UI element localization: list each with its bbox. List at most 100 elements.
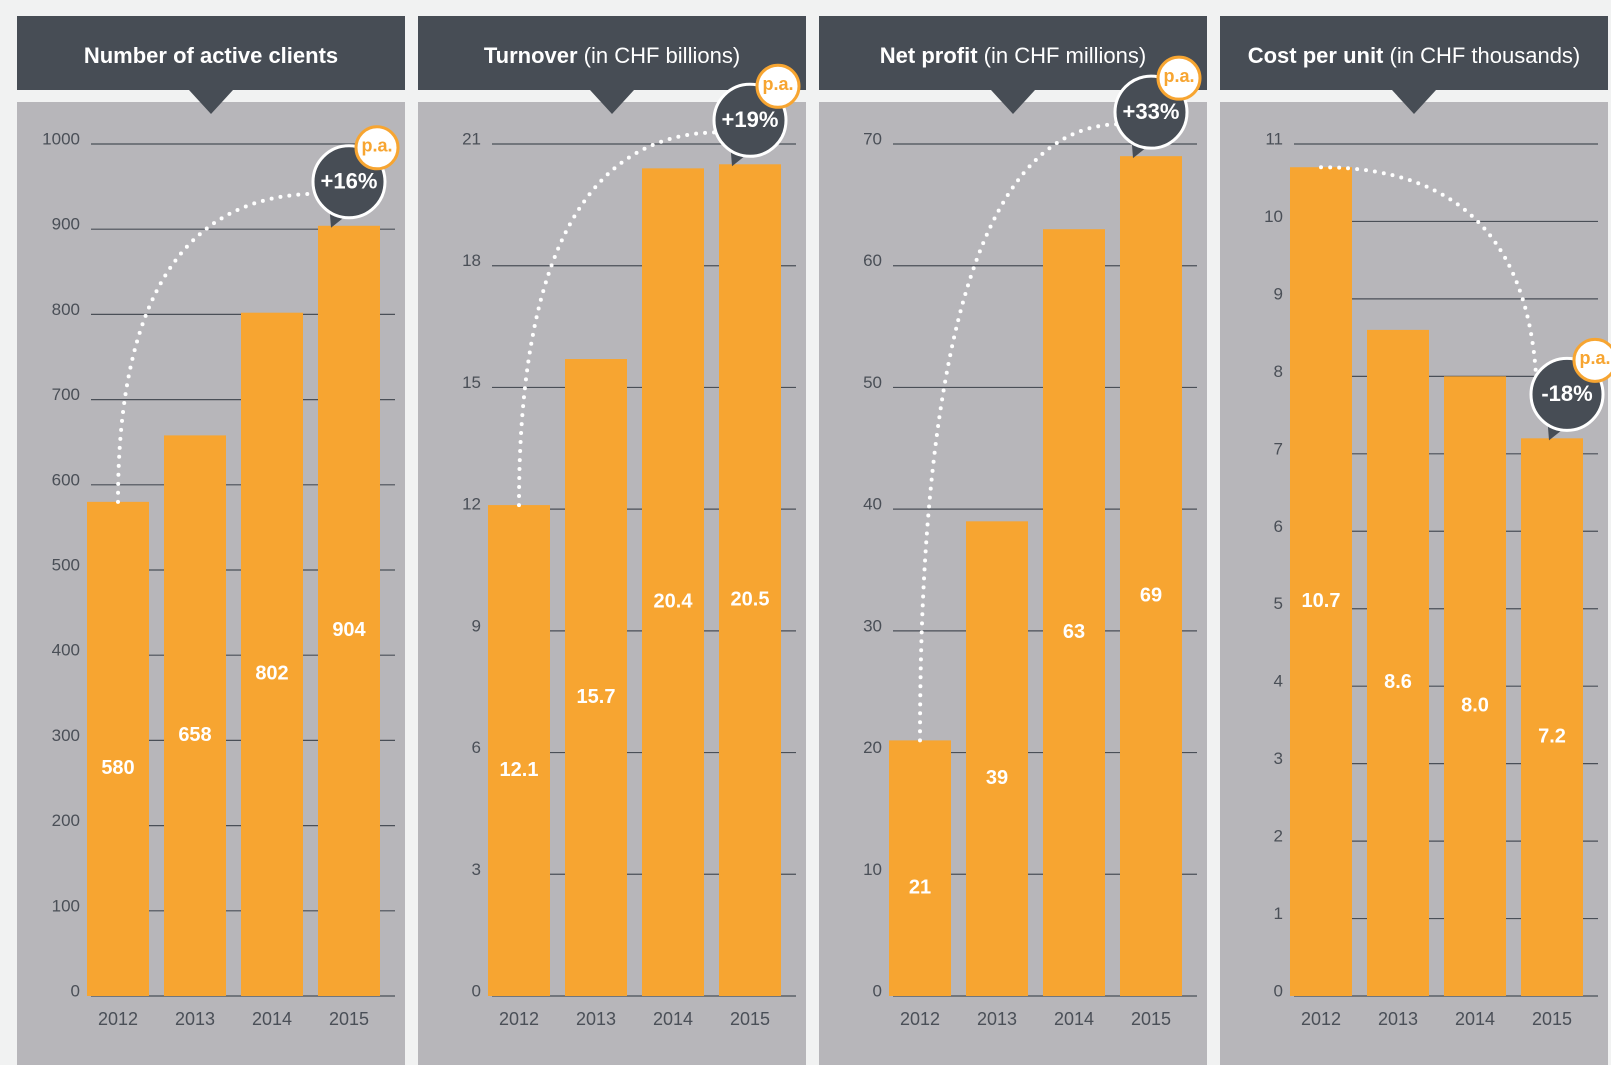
- trend-arc: [1319, 165, 1539, 409]
- title-bold: Net profit: [880, 43, 978, 68]
- panel-title: Number of active clients: [84, 43, 338, 68]
- y-tick-label: 15: [462, 373, 481, 392]
- note-badge: [755, 63, 801, 109]
- bar: [318, 225, 380, 997]
- data-label: 658: [178, 724, 211, 746]
- x-tick-label: 2013: [977, 1009, 1017, 1029]
- x-tick-label: 2014: [653, 1009, 693, 1029]
- y-tick-label: 3: [1274, 749, 1283, 768]
- annotation-note: p.a.: [762, 74, 793, 94]
- y-tick-label: 60: [863, 251, 882, 270]
- trend-arc: [918, 122, 1123, 743]
- x-tick-label: 2014: [1054, 1009, 1094, 1029]
- y-tick-label: 18: [462, 251, 481, 270]
- y-tick-label: 0: [1274, 981, 1283, 1000]
- bar: [565, 359, 627, 996]
- title-unit: (in CHF billions): [584, 43, 740, 68]
- bar: [488, 505, 550, 996]
- title-unit: (in CHF millions): [984, 43, 1147, 68]
- x-tick-label: 2014: [1455, 1009, 1495, 1029]
- y-tick-label: 5: [1274, 594, 1283, 613]
- x-tick-label: 2012: [900, 1009, 940, 1029]
- chart-panel: Cost per unit (in CHF thousands) 0 1 2 3 4 5 6 7…: [1220, 16, 1611, 1065]
- x-tick-label: 2015: [329, 1009, 369, 1029]
- x-tick-label: 2012: [1301, 1009, 1341, 1029]
- bar: [966, 521, 1028, 996]
- y-tick-label: 30: [863, 616, 882, 635]
- header-pointer: [590, 90, 634, 114]
- annotation-note: p.a.: [361, 136, 392, 156]
- y-tick-label: 20: [863, 738, 882, 757]
- data-label: 580: [101, 757, 134, 779]
- annotation: +16%: [321, 169, 378, 194]
- y-tick-label: 8: [1274, 362, 1283, 381]
- y-tick-label: 600: [52, 470, 80, 489]
- y-tick-label: 10: [1264, 207, 1283, 226]
- x-tick-label: 2012: [98, 1009, 138, 1029]
- data-label: 12.1: [500, 759, 539, 781]
- panel-title: Net profit (in CHF millions): [880, 43, 1146, 68]
- data-label: 20.4: [654, 590, 694, 612]
- annotation: +33%: [1123, 99, 1180, 124]
- bar: [241, 312, 303, 996]
- y-tick-label: 4: [1274, 672, 1283, 691]
- y-tick-label: 6: [1274, 517, 1283, 536]
- header-pointer: [991, 90, 1035, 114]
- y-tick-label: 1000: [42, 129, 80, 148]
- y-tick-label: 800: [52, 300, 80, 319]
- data-label: 69: [1140, 584, 1162, 606]
- x-tick-label: 2014: [252, 1009, 292, 1029]
- y-tick-label: 200: [52, 811, 80, 830]
- header-pointer: [189, 90, 233, 114]
- title-bold: Number of active clients: [84, 43, 338, 68]
- chart-panel: Number of active clients 0 100 200 300 400 500…: [17, 16, 405, 1065]
- panel-header: [418, 16, 806, 90]
- y-tick-label: 0: [71, 981, 80, 1000]
- note-badge: [1156, 55, 1202, 101]
- chart-panel: Net profit (in CHF millions) 0 10 20 30 40 50 6…: [819, 16, 1207, 1065]
- bar: [889, 740, 951, 996]
- y-tick-label: 2: [1274, 827, 1283, 846]
- panel-title: Turnover (in CHF billions): [484, 43, 740, 68]
- title-unit: (in CHF thousands): [1390, 43, 1581, 68]
- annotation: +19%: [722, 107, 779, 132]
- x-tick-label: 2013: [576, 1009, 616, 1029]
- y-tick-label: 500: [52, 555, 80, 574]
- data-label: 20.5: [731, 588, 770, 610]
- data-label: 7.2: [1538, 725, 1566, 747]
- x-tick-label: 2015: [730, 1009, 770, 1029]
- y-tick-label: 70: [863, 129, 882, 148]
- data-label: 21: [909, 876, 931, 898]
- panel-header: [17, 16, 405, 90]
- note-badge: [1572, 337, 1611, 383]
- bar: [164, 435, 226, 996]
- note-badge: [354, 125, 400, 171]
- x-tick-label: 2013: [1378, 1009, 1418, 1029]
- data-label: 15.7: [577, 686, 616, 708]
- y-tick-label: 12: [462, 495, 481, 514]
- bar: [1521, 438, 1583, 996]
- x-tick-label: 2012: [499, 1009, 539, 1029]
- y-tick-label: 0: [472, 981, 481, 1000]
- chart-panel: Turnover (in CHF billions) 0 3 6 9 12 15 18 21 20…: [418, 16, 806, 1065]
- annotation-note: p.a.: [1579, 348, 1610, 368]
- bar: [1290, 167, 1352, 997]
- data-label: 10.7: [1302, 590, 1341, 612]
- y-tick-label: 900: [52, 215, 80, 234]
- data-label: 802: [255, 663, 288, 685]
- panel-header: [1220, 16, 1608, 90]
- y-tick-label: 6: [472, 738, 481, 757]
- data-label: 8.6: [1384, 671, 1412, 693]
- y-tick-label: 11: [1265, 129, 1283, 148]
- bar: [1367, 329, 1429, 997]
- y-tick-label: 40: [863, 495, 882, 514]
- y-tick-label: 7: [1274, 439, 1283, 458]
- y-tick-label: 50: [863, 373, 882, 392]
- y-tick-label: 3: [472, 860, 481, 879]
- trend-arc: [517, 130, 722, 508]
- bar: [642, 168, 704, 997]
- y-tick-label: 9: [472, 616, 481, 635]
- y-tick-label: 0: [873, 981, 882, 1000]
- annotation: -18%: [1541, 381, 1592, 406]
